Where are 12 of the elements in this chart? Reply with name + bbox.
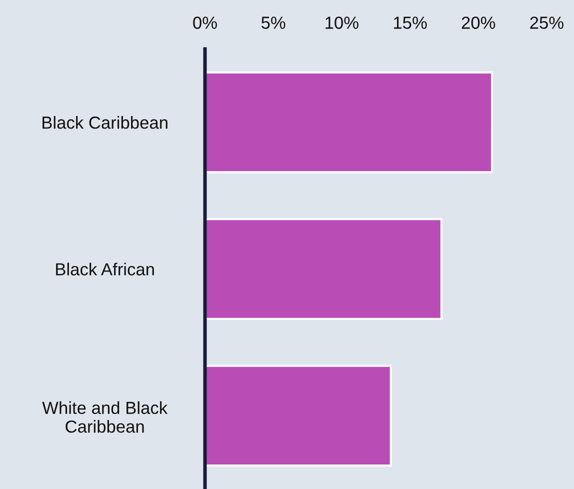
bar (205, 218, 442, 320)
y-tick-label: White and Black Caribbean (42, 401, 168, 433)
y-tick-label: Black African (56, 262, 154, 276)
x-tick-label: 20% (462, 16, 496, 29)
bar (205, 364, 392, 467)
x-tick-label: 5% (261, 16, 286, 29)
x-tick-label: 10% (326, 16, 358, 29)
x-tick-label: 25% (530, 16, 564, 29)
y-tick-label: Black Caribbean (42, 116, 168, 129)
bar (205, 71, 494, 174)
x-tick-label: 15% (394, 16, 427, 29)
x-tick-label: 0% (193, 16, 217, 29)
